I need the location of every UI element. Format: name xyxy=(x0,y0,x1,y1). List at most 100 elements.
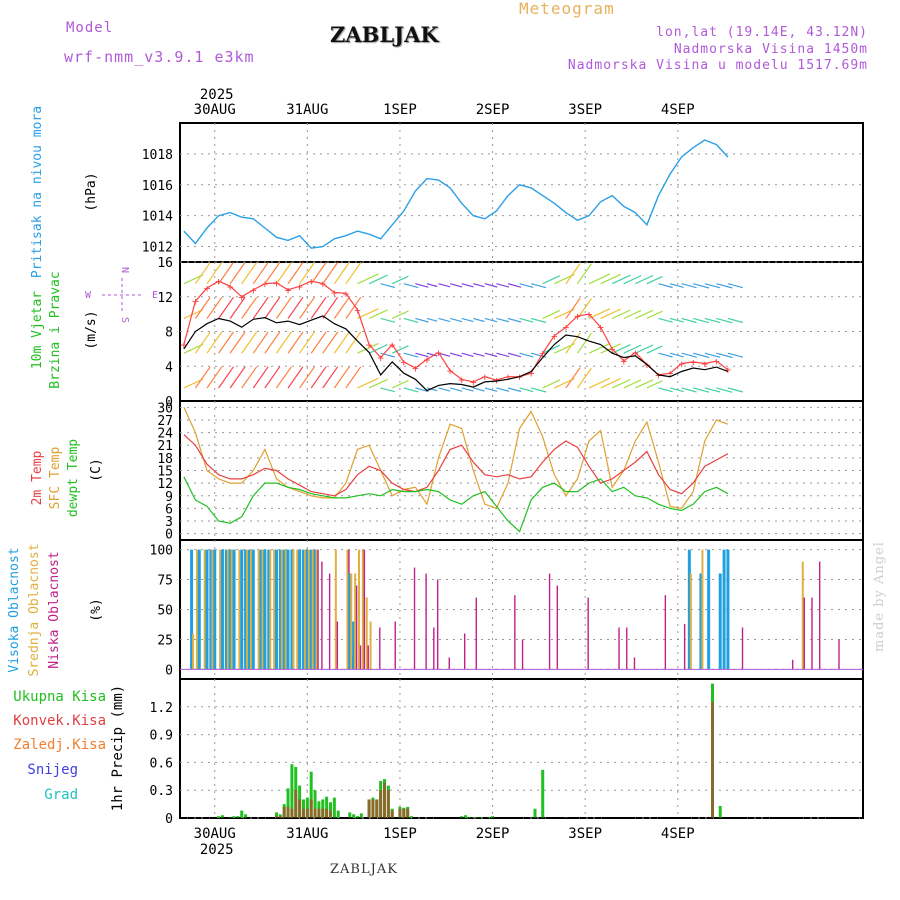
wind-barb xyxy=(693,352,710,359)
wind-barb xyxy=(252,262,269,285)
pressure-unit: (hPa) xyxy=(84,172,99,211)
precip-conv-bar xyxy=(711,702,715,818)
precip-total-bar xyxy=(541,769,545,818)
compass-west: W xyxy=(85,290,92,301)
wind-barb xyxy=(229,331,246,354)
wind-barb xyxy=(716,283,733,289)
wind-barb xyxy=(473,283,485,288)
precip-conv-bar xyxy=(298,799,302,818)
wind-barb xyxy=(310,262,327,285)
wind-max-marker: + xyxy=(609,343,616,356)
precip-total-bar xyxy=(240,810,244,818)
precip-conv-bar xyxy=(398,808,402,818)
precip-conv-bar xyxy=(367,799,371,818)
wind-barb xyxy=(252,331,269,354)
precip-conv-bar xyxy=(375,799,379,818)
wind-barb xyxy=(368,344,388,354)
wind-barb xyxy=(635,379,654,389)
wind-barb xyxy=(449,317,463,323)
wind-ylabel: 10m Vjetar xyxy=(30,291,45,369)
wind-barb xyxy=(357,273,379,285)
wind-max-marker: + xyxy=(273,277,280,290)
bottom-day-label: 31AUG xyxy=(286,826,328,842)
wind-barb xyxy=(206,296,223,319)
wind-max-marker: + xyxy=(701,358,708,371)
precip-conv-bar xyxy=(406,808,410,818)
compass-north: N xyxy=(119,267,130,273)
precip-total-bar xyxy=(336,810,340,818)
wind-ylabel2: Brzina i Pravac xyxy=(48,271,63,388)
wind-barb xyxy=(519,387,534,393)
temp-ylabel3: dewpt Temp xyxy=(66,439,81,517)
precip-total-bar xyxy=(286,788,290,818)
model-name: wrf-nmm_v3.9.1 e3km xyxy=(64,48,255,66)
wind-barb xyxy=(299,262,315,285)
precip-tick-label: 1.2 xyxy=(150,701,173,716)
wind-max-marker: + xyxy=(458,373,465,386)
temperature-tick-label: 12 xyxy=(157,477,173,492)
wind-barb xyxy=(623,344,642,354)
elevation-label: Nadmorska Visina 1450m xyxy=(673,42,868,57)
wind-barb xyxy=(206,331,223,354)
wind-barb xyxy=(507,387,522,393)
sfc-temp-line xyxy=(183,407,729,510)
wind-max-marker: + xyxy=(262,278,269,291)
wind-barb xyxy=(322,331,339,354)
precip-tick-label: 0 xyxy=(165,812,173,827)
precip-frame xyxy=(179,678,864,819)
precip-total-bar xyxy=(274,812,278,818)
wind-max-marker: + xyxy=(343,287,350,300)
precip-conv-bar xyxy=(305,808,309,818)
precip-conv-bar xyxy=(278,816,282,818)
wind-max-marker: + xyxy=(227,280,234,293)
wind-barb xyxy=(507,352,522,358)
wind-barb xyxy=(218,366,234,389)
wind-barb xyxy=(519,283,534,288)
wind-barb xyxy=(333,262,350,285)
wind-barb xyxy=(658,352,673,358)
wind-max-marker: + xyxy=(331,286,338,299)
wind-tick-label: 0 xyxy=(165,395,173,410)
precip-total-bar xyxy=(356,816,360,818)
precip-conv-bar xyxy=(386,790,390,818)
wind-barb xyxy=(322,262,339,285)
cloud-tick-label: 0 xyxy=(165,663,173,678)
wind-barb xyxy=(461,387,474,392)
wind-barb xyxy=(241,366,258,389)
bottom-day-label: 1SEP xyxy=(383,826,417,842)
cloud-tick-label: 50 xyxy=(157,604,173,619)
wind-max-marker: + xyxy=(632,346,639,359)
precip-legend-item: Zaledj.Kisa xyxy=(13,737,106,753)
wind-barb xyxy=(542,379,561,389)
precip-conv-bar xyxy=(402,808,406,818)
precip-tick-label: 0.3 xyxy=(150,784,173,799)
precip-legend-item: Konvek.Kisa xyxy=(13,713,106,729)
precip-total-bar xyxy=(328,802,332,818)
wind-max-marker: + xyxy=(250,284,257,297)
precip-conv-bar xyxy=(301,808,305,818)
wind-max-marker: + xyxy=(238,291,245,304)
bottom-year-label: 2025 xyxy=(200,842,234,858)
wind-barb xyxy=(380,283,395,289)
wind-barb xyxy=(241,296,258,319)
wind-barb xyxy=(426,317,438,322)
temp-ylabel: 2m Temp xyxy=(30,450,45,505)
wind-max-marker: + xyxy=(285,284,292,297)
wind-barb xyxy=(218,331,234,354)
cloud-tick-label: 25 xyxy=(157,633,173,648)
wind-barb xyxy=(519,352,534,358)
wind-barb xyxy=(264,366,281,389)
wind-barb xyxy=(194,331,211,354)
wind-barb xyxy=(426,387,438,392)
wind-barb xyxy=(252,296,269,319)
wind-barb xyxy=(403,317,419,323)
pressure-frame xyxy=(179,122,864,263)
wind-barb xyxy=(229,296,246,319)
wind-barb xyxy=(588,273,611,285)
wind-barb xyxy=(183,378,204,389)
cloud-ylabel2: Srednja Oblacnost xyxy=(27,543,42,676)
wind-barb xyxy=(449,352,463,357)
wind-barb xyxy=(565,297,581,319)
wind-barb xyxy=(693,283,710,289)
